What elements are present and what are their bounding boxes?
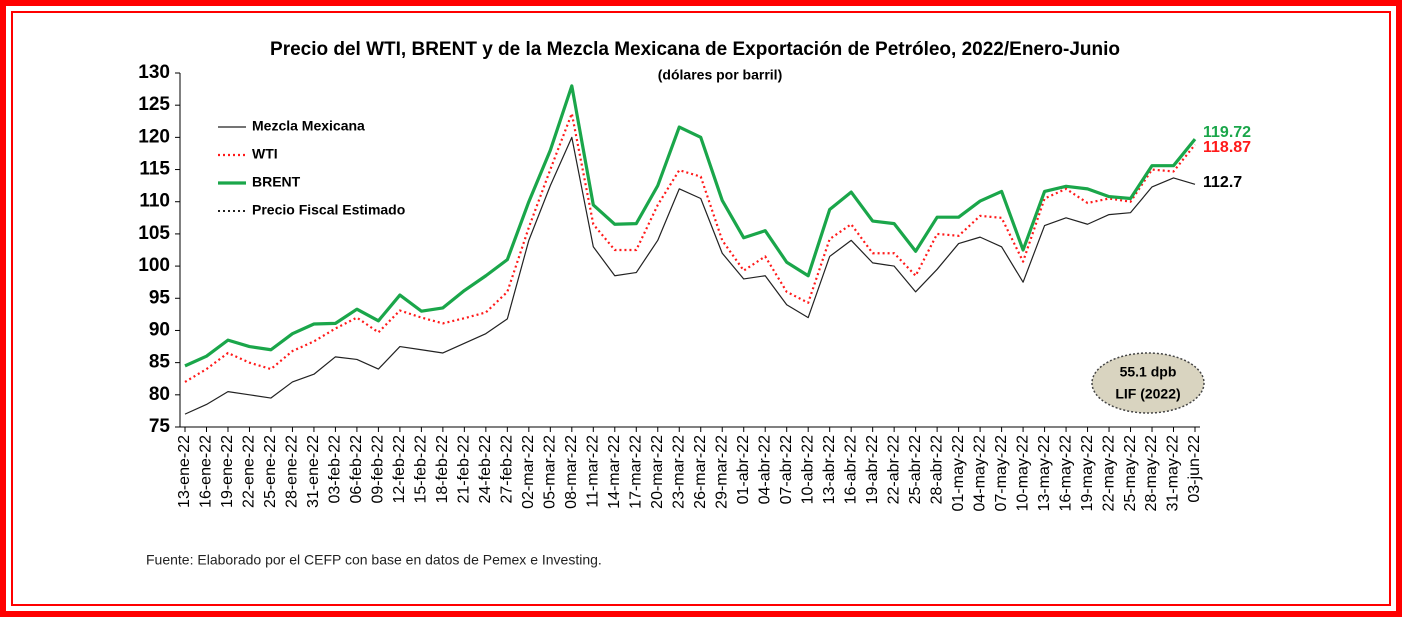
series-line xyxy=(184,84,1197,368)
source-note: Fuente: Elaborado por el CEFP con base e… xyxy=(146,552,602,568)
series-line xyxy=(184,136,1196,415)
x-tick-label: 07-may-22 xyxy=(993,435,1010,512)
x-tick-label: 29-mar-22 xyxy=(713,435,730,509)
y-tick-label: 95 xyxy=(149,287,171,308)
x-tick-label: 11-mar-22 xyxy=(585,435,602,508)
chart-subtitle: (dólares por barril) xyxy=(658,67,782,83)
x-tick-label: 15-feb-22 xyxy=(413,435,430,504)
y-tick-label: 125 xyxy=(138,94,170,115)
x-tick-label: 16-may-22 xyxy=(1057,435,1074,512)
x-tick-label: 01-abr-22 xyxy=(735,435,752,504)
y-tick-label: 130 xyxy=(138,62,170,83)
x-tick-label: 19-abr-22 xyxy=(864,435,881,504)
x-tick-label: 20-mar-22 xyxy=(649,435,666,509)
x-tick-label: 27-feb-22 xyxy=(499,435,516,504)
end-value-label: 119.72 xyxy=(1203,124,1251,141)
annotation-text: LIF (2022) xyxy=(1115,386,1180,402)
x-tick-label: 28-may-22 xyxy=(1143,435,1160,512)
y-tick-label: 120 xyxy=(138,126,170,147)
y-tick-label: 80 xyxy=(149,384,170,405)
y-tick-label: 100 xyxy=(138,255,170,276)
x-tick-label: 25-may-22 xyxy=(1122,435,1139,512)
x-tick-label: 04-abr-22 xyxy=(756,435,773,504)
x-tick-label: 01-may-22 xyxy=(950,435,967,512)
x-tick-label: 19-ene-22 xyxy=(219,435,236,508)
y-tick-label: 90 xyxy=(149,319,170,340)
x-tick-label: 24-feb-22 xyxy=(477,435,494,504)
legend-label: BRENT xyxy=(252,174,301,190)
x-tick-label: 13-abr-22 xyxy=(821,435,838,504)
x-tick-label: 22-abr-22 xyxy=(885,435,902,504)
x-tick-label: 18-feb-22 xyxy=(434,435,451,504)
x-tick-label: 17-mar-22 xyxy=(627,435,644,509)
x-tick-label: 21-feb-22 xyxy=(456,435,473,504)
x-tick-label: 31-may-22 xyxy=(1165,435,1182,512)
legend-label: WTI xyxy=(252,146,278,162)
x-tick-label: 31-ene-22 xyxy=(305,435,322,508)
x-tick-label: 12-feb-22 xyxy=(391,435,408,504)
x-tick-label: 10-abr-22 xyxy=(799,435,816,504)
x-tick-label: 23-mar-22 xyxy=(670,435,687,509)
x-tick-label: 04-may-22 xyxy=(971,435,988,512)
y-tick-label: 85 xyxy=(149,352,171,373)
inner-frame xyxy=(11,11,1391,606)
x-tick-label: 07-abr-22 xyxy=(778,435,795,504)
x-tick-label: 16-abr-22 xyxy=(842,435,859,504)
x-tick-label: 08-mar-22 xyxy=(563,435,580,509)
x-tick-label: 02-mar-22 xyxy=(520,435,537,509)
x-tick-label: 28-abr-22 xyxy=(928,435,945,504)
y-tick-label: 105 xyxy=(138,223,170,244)
x-tick-label: 06-feb-22 xyxy=(348,435,365,504)
x-tick-label: 09-feb-22 xyxy=(370,435,387,504)
x-tick-label: 14-mar-22 xyxy=(606,435,623,509)
annotation-text: 55.1 dpb xyxy=(1120,364,1177,380)
x-tick-label: 03-jun-22 xyxy=(1186,435,1203,503)
x-tick-label: 19-may-22 xyxy=(1079,435,1096,512)
legend-label: Precio Fiscal Estimado xyxy=(252,202,405,218)
x-tick-label: 16-ene-22 xyxy=(198,435,215,508)
x-tick-label: 05-mar-22 xyxy=(542,435,559,509)
chart-title: Precio del WTI, BRENT y de la Mezcla Mex… xyxy=(270,39,1120,60)
x-tick-label: 10-may-22 xyxy=(1014,435,1031,512)
y-tick-label: 75 xyxy=(149,416,171,437)
legend-label: Mezcla Mexicana xyxy=(252,118,365,134)
annotation-bubble xyxy=(1091,352,1205,414)
x-tick-label: 13-may-22 xyxy=(1036,435,1053,512)
x-tick-label: 28-ene-22 xyxy=(284,435,301,508)
x-tick-label: 26-mar-22 xyxy=(692,435,709,509)
x-tick-label: 22-may-22 xyxy=(1100,435,1117,512)
x-tick-label: 25-ene-22 xyxy=(262,435,279,508)
x-tick-label: 25-abr-22 xyxy=(907,435,924,504)
end-value-label: 118.87 xyxy=(1203,139,1251,156)
x-tick-label: 03-feb-22 xyxy=(327,435,344,504)
y-tick-label: 115 xyxy=(139,159,170,180)
x-tick-label: 13-ene-22 xyxy=(176,435,193,508)
x-tick-label: 22-ene-22 xyxy=(241,435,258,508)
y-tick-label: 110 xyxy=(139,191,170,212)
end-value-label: 112.7 xyxy=(1203,174,1242,191)
